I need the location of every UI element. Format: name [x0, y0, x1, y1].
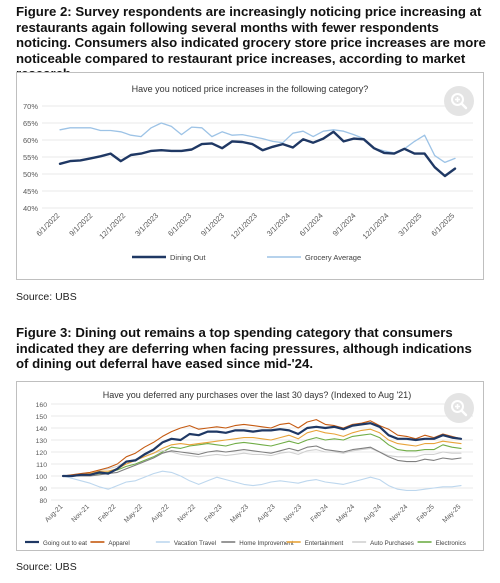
chart-2-legend-label: Electronics: [436, 540, 466, 547]
chart-2-y-tick-label: 100: [36, 474, 48, 481]
chart-1-x-tick-label: 3/1/2023: [133, 211, 160, 238]
chart-2-x-tick-label: May-25: [441, 503, 462, 524]
chart-1-x-tick-label: 12/1/2023: [229, 211, 259, 241]
chart-2-series-line-home-improvement: [62, 445, 462, 477]
figure-2-source: Source: UBS: [16, 291, 77, 303]
chart-2-series-line-apparel: [62, 419, 462, 477]
chart-2-legend-label: Apparel: [108, 540, 129, 547]
chart-1-legend-label: Grocery Average: [305, 253, 361, 262]
chart-1-x-tick-label: 3/1/2025: [396, 211, 423, 238]
chart-1-y-tick-label: 45%: [23, 187, 38, 196]
chart-1-y-tick-label: 65%: [23, 119, 38, 128]
chart-1-x-tick-label: 3/1/2024: [265, 211, 292, 238]
chart-1-x-tick-label: 12/1/2022: [97, 211, 127, 241]
chart-1-x-tick-label: 9/1/2024: [331, 211, 358, 238]
chart-1-y-tick-label: 50%: [23, 170, 38, 179]
chart-1-y-tick-label: 55%: [23, 153, 38, 162]
chart-2-series-line-electronics: [62, 433, 462, 477]
chart-2-legend-label: Going out to eat: [43, 540, 87, 547]
chart-2-title: Have you deferred any purchases over the…: [103, 390, 411, 400]
chart-1-x-tick-label: 12/1/2024: [361, 211, 391, 241]
figure-3-title: Figure 3: Dining out remains a top spend…: [16, 325, 472, 371]
chart-2-container: Have you deferred any purchases over the…: [16, 381, 484, 551]
chart-1-series-line-dining-out: [58, 130, 457, 178]
chart-2-x-tick-label: Nov-21: [70, 503, 91, 524]
chart-1-title: Have you noticed price increases in the …: [132, 84, 369, 94]
chart-2-legend-label: Entertainment: [305, 540, 344, 547]
figure-2-title: Figure 2: Survey respondents are increas…: [16, 4, 486, 81]
chart-1: Have you noticed price increases in the …: [23, 84, 473, 262]
chart-2-y-tick-label: 160: [36, 402, 48, 409]
chart-2-x-tick-label: May-23: [229, 503, 250, 524]
chart-2-y-tick-label: 130: [36, 438, 48, 445]
chart-2-y-tick-label: 120: [36, 450, 48, 457]
chart-1-legend-label: Dining Out: [170, 253, 206, 262]
chart-2-x-tick-label: Aug-21: [44, 503, 65, 524]
chart-1-x-tick-label: 6/1/2022: [34, 211, 61, 238]
chart-1-y-tick-label: 40%: [23, 204, 38, 213]
chart-2-x-tick-label: Aug-24: [362, 503, 383, 524]
chart-2-x-tick-label: Feb-25: [416, 503, 436, 523]
chart-2-y-tick-label: 80: [39, 498, 47, 505]
chart-2-series-line-entertainment: [62, 428, 462, 477]
chart-2-x-tick-label: Feb-24: [310, 503, 330, 523]
chart-1-y-tick-label: 70%: [23, 102, 38, 111]
chart-1-x-tick-label: 6/1/2024: [298, 211, 325, 238]
chart-2-x-tick-label: May-22: [123, 503, 144, 524]
chart-2-legend-label: Auto Purchases: [370, 540, 414, 547]
chart-2-y-tick-label: 90: [39, 486, 47, 493]
chart-2-x-tick-label: May-24: [335, 503, 356, 524]
chart-2-series-line-going-out-to-eat: [61, 422, 463, 478]
chart-2-x-tick-label: Feb-23: [203, 503, 223, 523]
chart-1-x-tick-label: 9/1/2022: [67, 211, 94, 238]
chart-2-y-tick-label: 140: [36, 426, 48, 433]
zoom-in-button-chart-2[interactable]: [444, 393, 474, 423]
chart-2-x-tick-label: Aug-22: [150, 503, 171, 524]
chart-1-container: Have you noticed price increases in the …: [16, 72, 484, 280]
chart-1-x-tick-label: 6/1/2023: [166, 211, 193, 238]
chart-2-series-line-vacation-travel: [62, 470, 462, 491]
chart-1-x-tick-label: 9/1/2023: [199, 211, 226, 238]
chart-2-x-tick-label: Aug-23: [256, 503, 277, 524]
chart-2-x-tick-label: Feb-22: [97, 503, 117, 523]
chart-2-x-tick-label: Nov-23: [283, 503, 304, 524]
chart-1-y-tick-label: 60%: [23, 136, 38, 145]
chart-1-x-tick-label: 6/1/2025: [429, 211, 456, 238]
figure-3-source: Source: UBS: [16, 561, 77, 573]
chart-2: Have you deferred any purchases over the…: [25, 390, 473, 547]
chart-2-x-tick-label: Nov-24: [389, 503, 410, 524]
chart-2-y-tick-label: 110: [36, 462, 47, 469]
chart-2-y-tick-label: 150: [36, 414, 48, 421]
zoom-in-icon: [450, 92, 468, 110]
zoom-in-icon: [450, 399, 468, 417]
chart-1-series-line-grocery-average: [59, 122, 456, 164]
zoom-in-button-chart-1[interactable]: [444, 86, 474, 116]
chart-2-legend-label: Vacation Travel: [174, 540, 216, 547]
chart-2-legend-label: Home Improvement: [239, 540, 294, 547]
chart-2-x-tick-label: Nov-22: [177, 503, 198, 524]
